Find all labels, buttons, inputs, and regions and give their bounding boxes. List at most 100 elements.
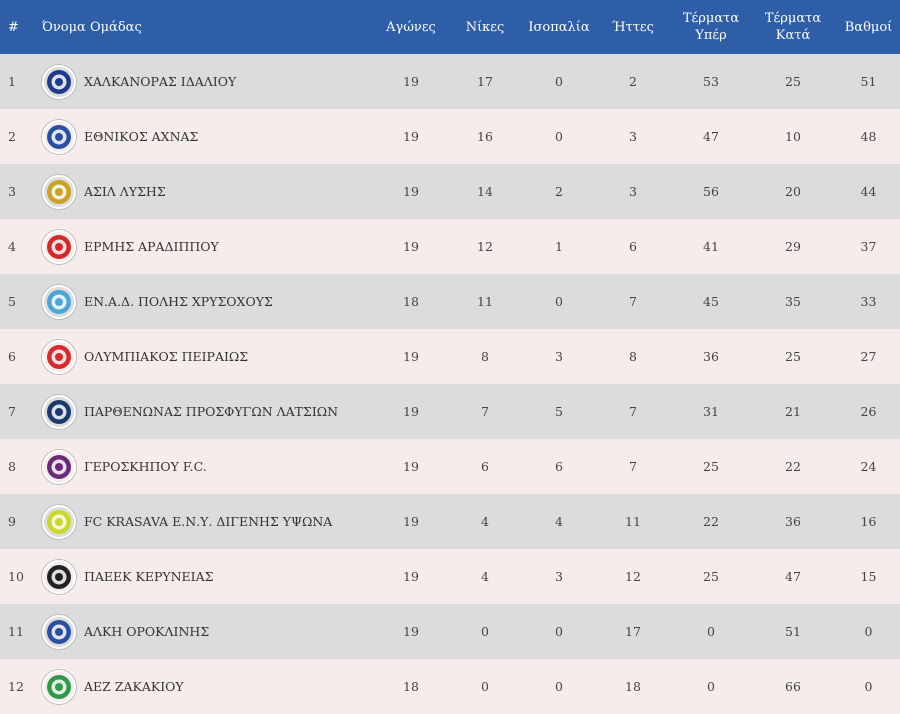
team-cell: ΟΛΥΜΠΙΑΚΟΣ ΠΕΙΡΑΙΩΣ: [42, 329, 377, 384]
losses-cell: 12: [625, 569, 641, 584]
geroskipou-crest-icon: [42, 449, 76, 484]
played-cell: 19: [403, 569, 419, 584]
aez-crest-icon: [42, 669, 76, 704]
table-row: 10 ΠΑΕΕΚ ΚΕΡΥΝΕΙΑΣ 19 4 3 12 25 47 15: [0, 549, 900, 604]
played-cell: 19: [403, 129, 419, 144]
ermis-crest-icon: [42, 229, 76, 264]
header-played[interactable]: Αγώνες: [386, 19, 436, 35]
draws-cell: 0: [555, 129, 563, 144]
draws-cell: 0: [555, 624, 563, 639]
wins-cell: 8: [481, 349, 489, 364]
points-cell: 33: [860, 294, 877, 309]
team-name[interactable]: ΕΝ.Α.Δ. ΠΟΛΗΣ ΧΡΥΣΟΧΟΥΣ: [84, 294, 273, 309]
position-cell: 5: [8, 294, 16, 309]
goals-against-cell: 20: [785, 184, 801, 199]
position-cell: 7: [8, 404, 16, 419]
team-name[interactable]: ΧΑΛΚΑΝΟΡΑΣ ΙΔΑΛΙΟΥ: [84, 74, 237, 89]
draws-cell: 2: [555, 184, 563, 199]
standings-body: 1 ΧΑΛΚΑΝΟΡΑΣ ΙΔΑΛΙΟΥ 19 17 0 2 53 25 51 …: [0, 54, 900, 714]
team-name[interactable]: ΠΑΡΘΕΝΩΝΑΣ ΠΡΟΣΦΥΓΩΝ ΛΑΤΣΙΩΝ: [84, 404, 339, 419]
position-cell: 2: [8, 129, 16, 144]
paeek-crest-icon: [42, 559, 76, 594]
goals-for-cell: 47: [703, 129, 719, 144]
header-goals-against[interactable]: Τέρματα Κατά: [749, 0, 837, 54]
wins-cell: 4: [481, 569, 489, 584]
played-cell: 19: [403, 404, 419, 419]
points-cell: 48: [860, 129, 877, 144]
table-row: 9 FC KRASAVA Ε.Ν.Υ. ΔΙΓΕΝΗΣ ΥΨΩΝΑ 19 4 4…: [0, 494, 900, 549]
position-cell: 1: [8, 74, 16, 89]
played-cell: 19: [403, 349, 419, 364]
goals-for-cell: 31: [703, 404, 719, 419]
goals-for-cell: 25: [703, 459, 719, 474]
position-cell: 12: [8, 679, 24, 694]
header-losses[interactable]: Ήττες: [612, 19, 654, 35]
losses-cell: 11: [625, 514, 641, 529]
table-row: 5 ΕΝ.Α.Δ. ΠΟΛΗΣ ΧΡΥΣΟΧΟΥΣ 18 11 0 7 45 3…: [0, 274, 900, 329]
goals-against-cell: 29: [785, 239, 801, 254]
goals-against-cell: 22: [785, 459, 801, 474]
table-header-row: # Όνομα Ομάδας Αγώνες Νίκες Ισοπαλία Ήττ…: [0, 0, 900, 54]
header-team-name[interactable]: Όνομα Ομάδας: [42, 19, 142, 35]
team-cell: ΠΑΡΘΕΝΩΝΑΣ ΠΡΟΣΦΥΓΩΝ ΛΑΤΣΙΩΝ: [42, 384, 377, 439]
draws-cell: 4: [555, 514, 563, 529]
team-cell: ΧΑΛΚΑΝΟΡΑΣ ΙΔΑΛΙΟΥ: [42, 54, 377, 109]
team-name[interactable]: ΕΘΝΙΚΟΣ ΑΧΝΑΣ: [84, 129, 199, 144]
table-row: 4 ΕΡΜΗΣ ΑΡΑΔΙΠΠΟΥ 19 12 1 6 41 29 37: [0, 219, 900, 274]
goals-for-cell: 22: [703, 514, 719, 529]
team-name[interactable]: ΑΛΚΗ ΟΡΟΚΛΙΝΗΣ: [84, 624, 210, 639]
header-draws[interactable]: Ισοπαλία: [528, 19, 590, 35]
goals-against-cell: 25: [785, 74, 801, 89]
team-name[interactable]: ΟΛΥΜΠΙΑΚΟΣ ΠΕΙΡΑΙΩΣ: [84, 349, 249, 364]
goals-for-cell: 25: [703, 569, 719, 584]
chalkanoras-crest-icon: [42, 64, 76, 99]
team-cell: ΕΝ.Α.Δ. ΠΟΛΗΣ ΧΡΥΣΟΧΟΥΣ: [42, 274, 377, 329]
losses-cell: 8: [629, 349, 637, 364]
team-name[interactable]: ΑΕΖ ΖΑΚΑΚΙΟΥ: [84, 679, 184, 694]
losses-cell: 2: [629, 74, 637, 89]
table-row: 2 ΕΘΝΙΚΟΣ ΑΧΝΑΣ 19 16 0 3 47 10 48: [0, 109, 900, 164]
asil-crest-icon: [42, 174, 76, 209]
wins-cell: 17: [477, 74, 493, 89]
goals-for-cell: 0: [707, 679, 715, 694]
table-row: 7 ΠΑΡΘΕΝΩΝΑΣ ΠΡΟΣΦΥΓΩΝ ΛΑΤΣΙΩΝ 19 7 5 7 …: [0, 384, 900, 439]
goals-for-cell: 45: [703, 294, 719, 309]
header-position[interactable]: #: [8, 19, 19, 35]
team-cell: ΑΣΙΛ ΛΥΣΗΣ: [42, 164, 377, 219]
goals-against-cell: 35: [785, 294, 801, 309]
losses-cell: 7: [629, 294, 637, 309]
team-cell: FC KRASAVA Ε.Ν.Υ. ΔΙΓΕΝΗΣ ΥΨΩΝΑ: [42, 494, 377, 549]
header-goals-for[interactable]: Τέρματα Υπέρ: [673, 0, 749, 54]
team-name[interactable]: ΕΡΜΗΣ ΑΡΑΔΙΠΠΟΥ: [84, 239, 219, 254]
team-cell: ΓΕΡΟΣΚΗΠΟΥ F.C.: [42, 439, 377, 494]
points-cell: 15: [860, 569, 877, 584]
team-cell: ΑΕΖ ΖΑΚΑΚΙΟΥ: [42, 659, 377, 714]
goals-against-cell: 21: [785, 404, 801, 419]
draws-cell: 0: [555, 294, 563, 309]
wins-cell: 11: [477, 294, 493, 309]
team-name[interactable]: ΑΣΙΛ ΛΥΣΗΣ: [84, 184, 166, 199]
enad-crest-icon: [42, 284, 76, 319]
table-row: 1 ΧΑΛΚΑΝΟΡΑΣ ΙΔΑΛΙΟΥ 19 17 0 2 53 25 51: [0, 54, 900, 109]
losses-cell: 18: [625, 679, 641, 694]
played-cell: 19: [403, 239, 419, 254]
losses-cell: 3: [629, 184, 637, 199]
team-name[interactable]: ΠΑΕΕΚ ΚΕΡΥΝΕΙΑΣ: [84, 569, 214, 584]
goals-for-cell: 56: [703, 184, 719, 199]
draws-cell: 0: [555, 679, 563, 694]
header-points[interactable]: Βαθμοί: [844, 19, 893, 35]
goals-against-cell: 47: [785, 569, 801, 584]
points-cell: 16: [860, 514, 877, 529]
losses-cell: 7: [629, 459, 637, 474]
points-cell: 0: [864, 679, 873, 694]
position-cell: 8: [8, 459, 16, 474]
played-cell: 18: [403, 294, 419, 309]
team-name[interactable]: FC KRASAVA Ε.Ν.Υ. ΔΙΓΕΝΗΣ ΥΨΩΝΑ: [84, 514, 333, 529]
team-name[interactable]: ΓΕΡΟΣΚΗΠΟΥ F.C.: [84, 459, 207, 474]
team-cell: ΑΛΚΗ ΟΡΟΚΛΙΝΗΣ: [42, 604, 377, 659]
goals-for-cell: 0: [707, 624, 715, 639]
header-goals-for-line2: Υπέρ: [695, 28, 727, 43]
header-wins[interactable]: Νίκες: [465, 19, 505, 35]
wins-cell: 12: [477, 239, 493, 254]
